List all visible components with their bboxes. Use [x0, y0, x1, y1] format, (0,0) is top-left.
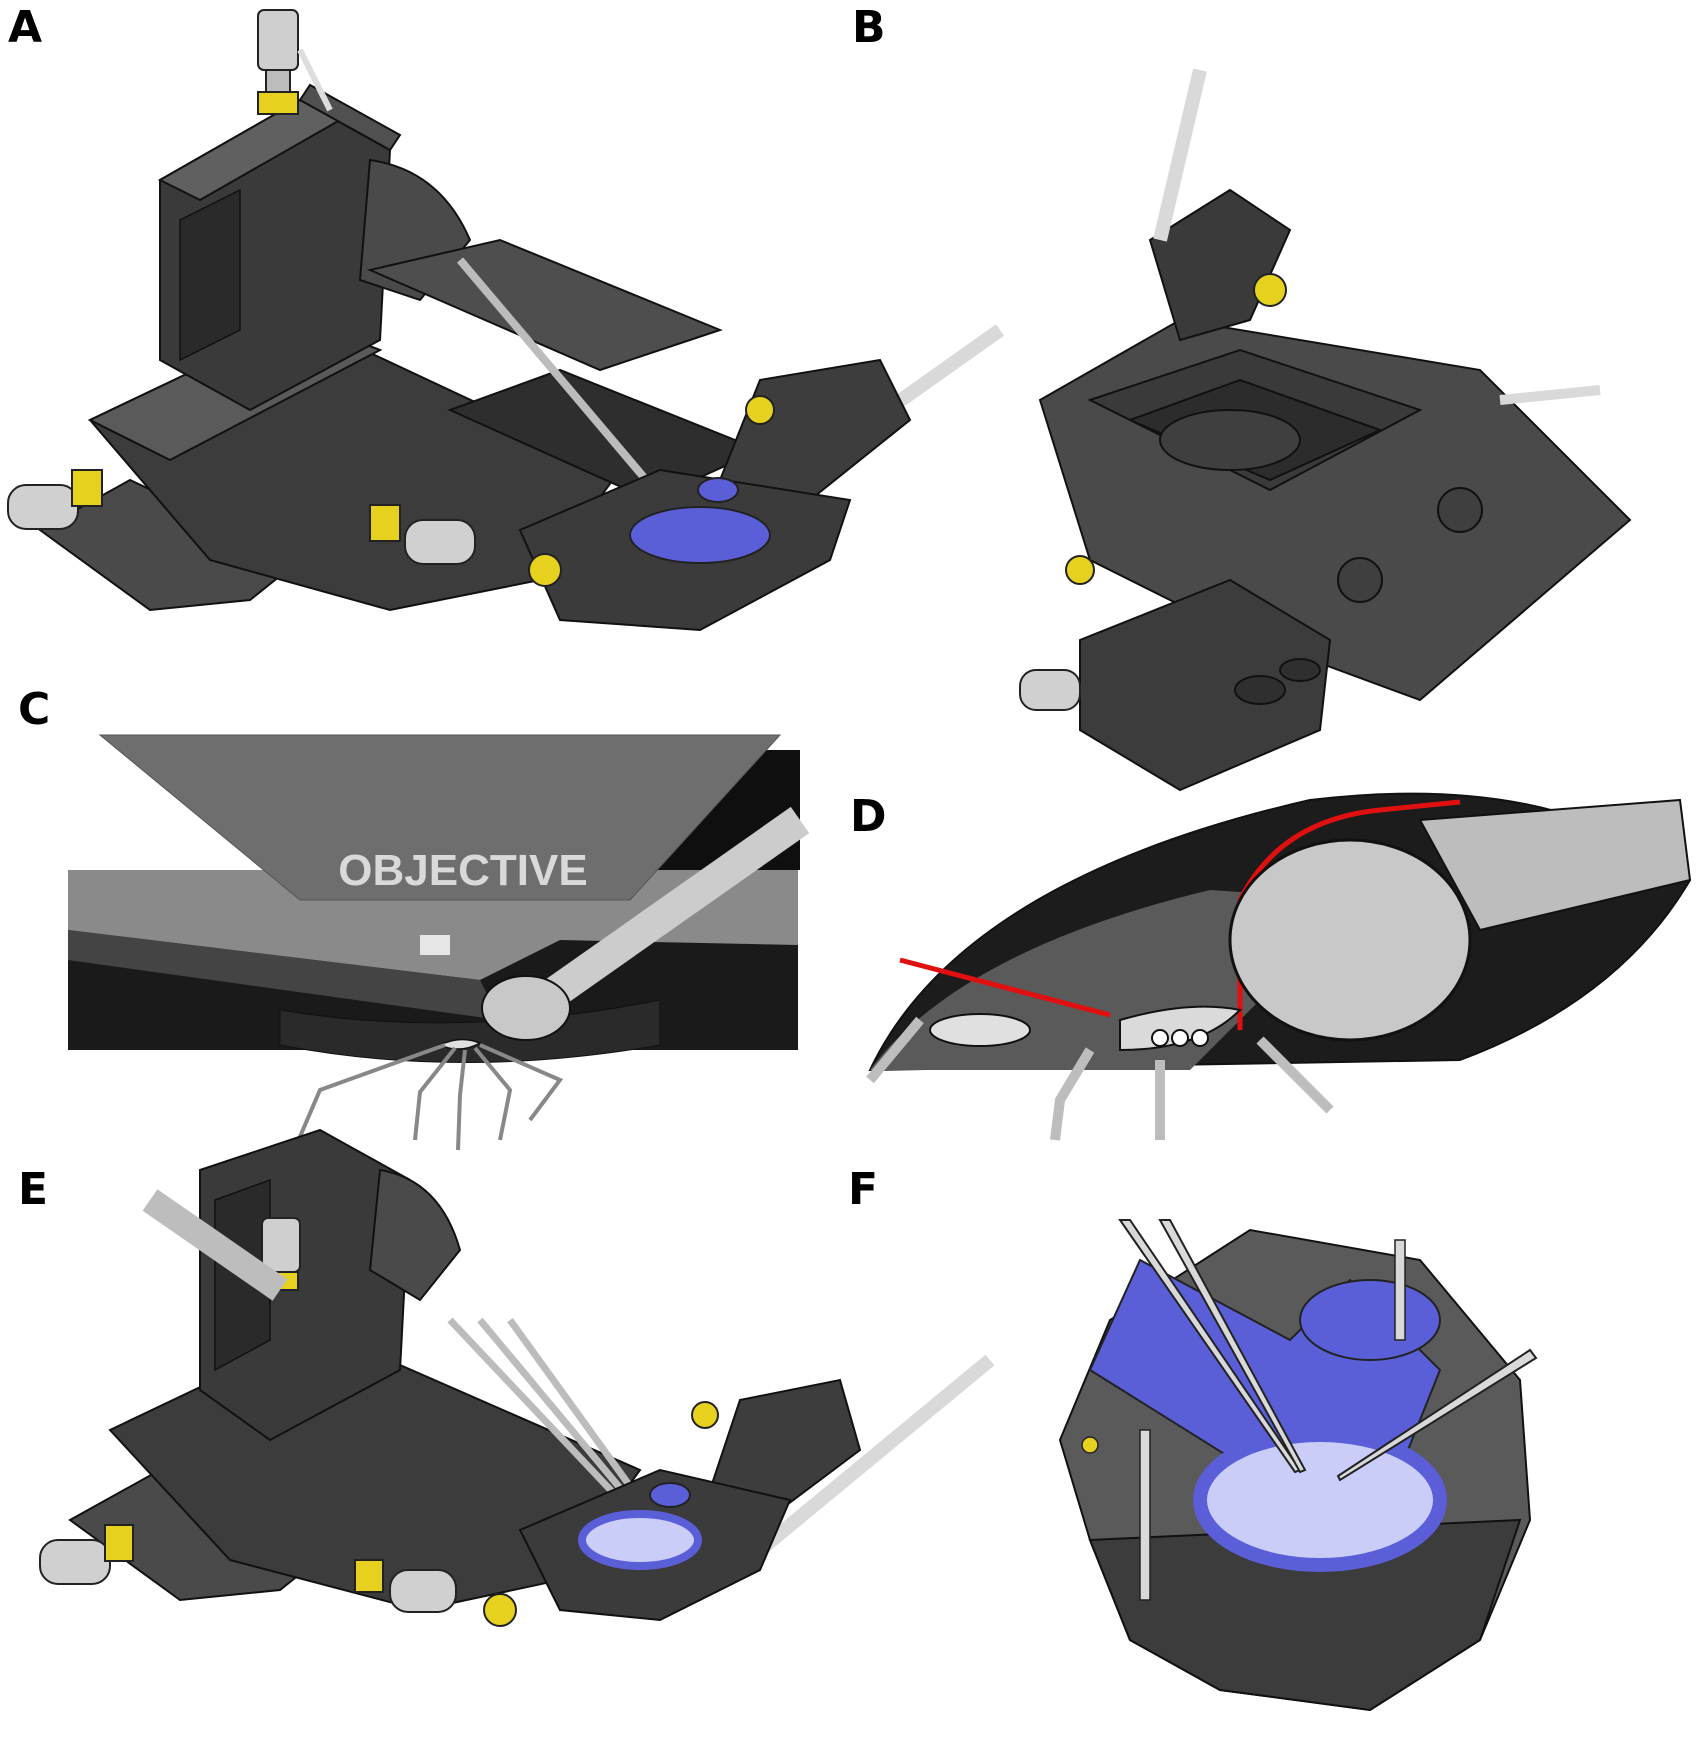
- panel-label-b: B: [852, 2, 886, 53]
- recording-well: [1193, 1428, 1447, 1572]
- top-screw: [257, 9, 299, 71]
- underside-knob: [1019, 669, 1081, 711]
- electrode-holders-e: [447, 1317, 643, 1503]
- ground-wire-f: [1394, 1239, 1406, 1341]
- probe-rod-e: [755, 1354, 995, 1556]
- front-knob-e: [389, 1569, 457, 1613]
- panel-label-d: D: [850, 791, 887, 842]
- panel-label-a: A: [8, 2, 43, 53]
- saline-bath: [629, 506, 771, 564]
- front-knob: [404, 519, 476, 565]
- panel-c-illustration: OBJECTIVE: [68, 734, 810, 1161]
- panel-f-illustration: [1058, 1219, 1538, 1712]
- spider-abdomen: [481, 975, 571, 1041]
- spider-abdomen-d: [1228, 838, 1472, 1042]
- vertical-rod: [1153, 68, 1207, 242]
- panel-b-illustration: [1019, 68, 1632, 792]
- panel-e-illustration: [39, 1128, 995, 1627]
- left-knob: [7, 484, 79, 530]
- base-plate: [38, 478, 302, 612]
- brass-nut: [257, 91, 299, 115]
- spider-legs-d: [866, 1016, 1334, 1141]
- panel-a-illustration: [7, 9, 1005, 632]
- probe-rod-c: [520, 806, 810, 1024]
- probe-rod-d: [1418, 798, 1692, 932]
- objective-lens: [98, 734, 782, 901]
- lower-block: [1079, 578, 1332, 792]
- electrodes-f: [1118, 1219, 1538, 1482]
- top-rod-e: [142, 1189, 288, 1301]
- objective-label: OBJECTIVE: [338, 846, 587, 895]
- panel-label-c: C: [18, 684, 51, 735]
- panel-label-f: F: [848, 1164, 879, 1215]
- left-knob-e: [39, 1539, 111, 1585]
- top-screw-e: [261, 1217, 301, 1273]
- panel-label-e: E: [18, 1164, 49, 1215]
- spider-body-d: [1119, 1005, 1243, 1052]
- outline-red-lower: [899, 957, 1111, 1018]
- saline-bath-e: [578, 1510, 702, 1570]
- spider-eyes: [1151, 1029, 1209, 1047]
- panel-d-illustration: [866, 792, 1692, 1141]
